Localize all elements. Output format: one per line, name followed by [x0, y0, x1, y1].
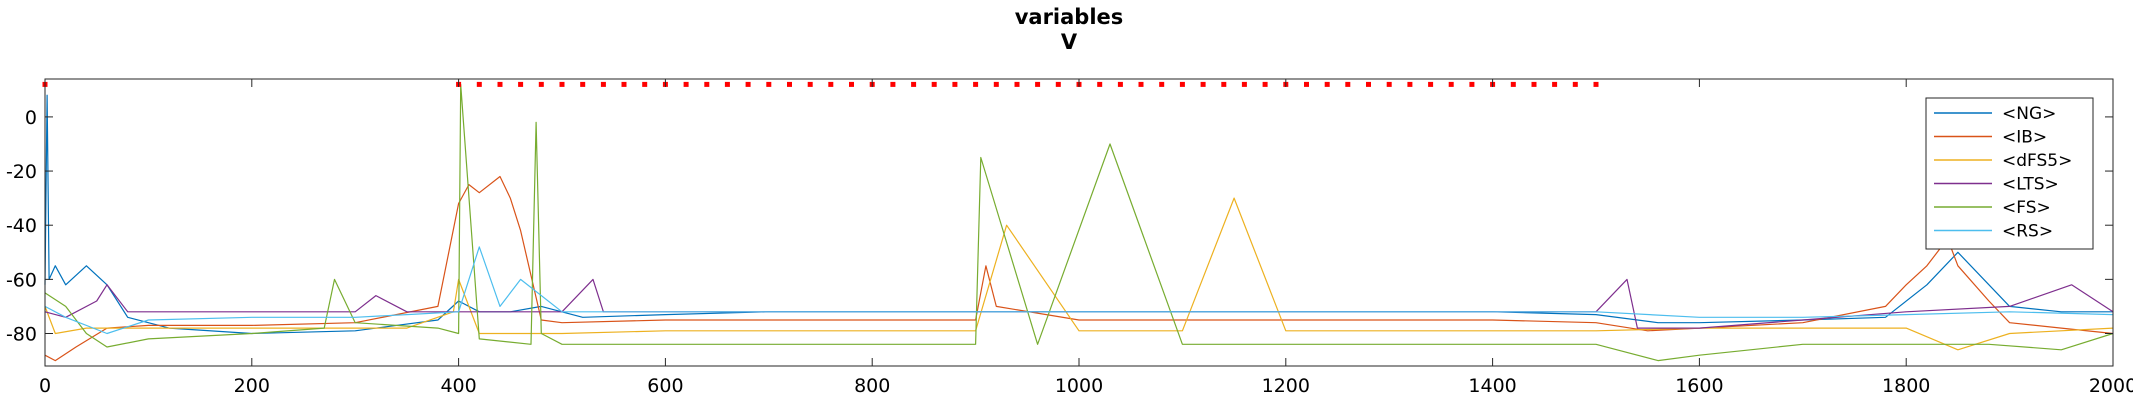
- event-marker-14: [724, 81, 730, 87]
- event-marker-52: [1510, 81, 1516, 87]
- event-marker-39: [1241, 81, 1247, 87]
- event-marker-5: [538, 81, 544, 87]
- y-tick-label-3: -60: [6, 269, 37, 291]
- x-tick-label-4: 800: [854, 375, 890, 397]
- event-marker-30: [1055, 81, 1061, 87]
- event-marker-33: [1117, 81, 1123, 87]
- event-marker-44: [1345, 81, 1351, 87]
- event-marker-32: [1097, 81, 1103, 87]
- event-marker-10: [642, 81, 648, 87]
- x-tick-label-6: 1200: [1262, 375, 1310, 397]
- y-tick-label-0: 0: [25, 107, 37, 129]
- legend-label-3: <LTS>: [2002, 175, 2059, 195]
- series-line-5: [44, 246, 2114, 335]
- series-layer: [44, 83, 2114, 362]
- y-tick-label-1: -20: [6, 161, 37, 183]
- legend-label-4: <FS>: [2002, 198, 2051, 218]
- event-marker-9: [621, 81, 627, 87]
- event-marker-28: [1014, 81, 1020, 87]
- event-marker-29: [1035, 81, 1041, 87]
- x-tick-label-3: 600: [647, 375, 683, 397]
- event-marker-50: [1469, 81, 1475, 87]
- event-marker-42: [1304, 81, 1309, 87]
- event-marker-40: [1262, 81, 1268, 87]
- legend: <NG> <IB> <dFS5> <LTS> <FS> <RS>: [1925, 97, 2094, 250]
- event-marker-13: [704, 81, 710, 87]
- x-tick-label-9: 1800: [1882, 375, 1930, 397]
- event-marker-47: [1407, 81, 1413, 87]
- series-line-2: [44, 197, 2114, 351]
- event-marker-27: [993, 81, 999, 87]
- event-marker-35: [1159, 81, 1165, 87]
- event-marker-3: [497, 81, 503, 87]
- event-marker-8: [600, 81, 606, 87]
- event-marker-43: [1324, 81, 1330, 87]
- legend-label-0: <NG>: [2002, 104, 2056, 124]
- event-marker-54: [1552, 81, 1558, 87]
- event-marker-55: [1572, 81, 1578, 87]
- event-marker-7: [580, 81, 586, 87]
- y-tick-label-2: -40: [6, 215, 37, 237]
- event-marker-53: [1531, 81, 1537, 87]
- event-marker-18: [807, 81, 813, 87]
- event-marker-20: [849, 81, 854, 87]
- event-marker-26: [973, 81, 979, 87]
- event-marker-17: [787, 81, 792, 87]
- event-marker-38: [1221, 81, 1227, 87]
- event-marker-34: [1138, 81, 1144, 87]
- event-marker-22: [890, 81, 896, 87]
- event-marker-45: [1366, 81, 1371, 87]
- event-marker-23: [911, 81, 917, 87]
- event-marker-46: [1386, 81, 1392, 87]
- series-line-4: [44, 83, 2114, 362]
- y-axis: 0 -20 -40 -60 -80: [6, 107, 2113, 346]
- event-marker-12: [683, 81, 689, 87]
- legend-box: [1925, 97, 2094, 250]
- x-tick-label-2: 400: [440, 375, 476, 397]
- event-marker-2: [476, 81, 482, 87]
- event-marker-48: [1428, 81, 1434, 87]
- event-marker-37: [1200, 81, 1206, 87]
- x-tick-label-5: 1000: [1055, 375, 1103, 397]
- chart-subtitle: V: [1061, 30, 1078, 54]
- x-tick-label-8: 1600: [1675, 375, 1723, 397]
- y-tick-label-4: -80: [6, 324, 37, 346]
- legend-label-1: <IB>: [2002, 128, 2047, 148]
- event-marker-24: [931, 81, 937, 87]
- event-marker-16: [766, 81, 772, 87]
- event-marker-19: [828, 81, 834, 87]
- event-marker-56: [1593, 81, 1599, 87]
- x-tick-label-1: 200: [234, 375, 270, 397]
- event-marker-25: [952, 81, 958, 87]
- legend-label-2: <dFS5>: [2002, 151, 2072, 171]
- plot-background: [45, 79, 2113, 366]
- legend-label-5: <RS>: [2002, 222, 2053, 242]
- event-marker-36: [1179, 81, 1185, 87]
- x-tick-label-10: 2000: [2089, 375, 2133, 397]
- x-axis: 0 200 400 600 800 1000 1200 1400 1600 1800 2000: [39, 79, 2133, 397]
- event-marker-15: [745, 81, 751, 87]
- chart-title: variables: [1015, 5, 1124, 29]
- event-marker-49: [1448, 81, 1454, 87]
- x-tick-label-0: 0: [39, 375, 51, 397]
- event-marker-4: [518, 81, 524, 87]
- event-marker-6: [559, 81, 565, 87]
- x-tick-label-7: 1400: [1468, 375, 1516, 397]
